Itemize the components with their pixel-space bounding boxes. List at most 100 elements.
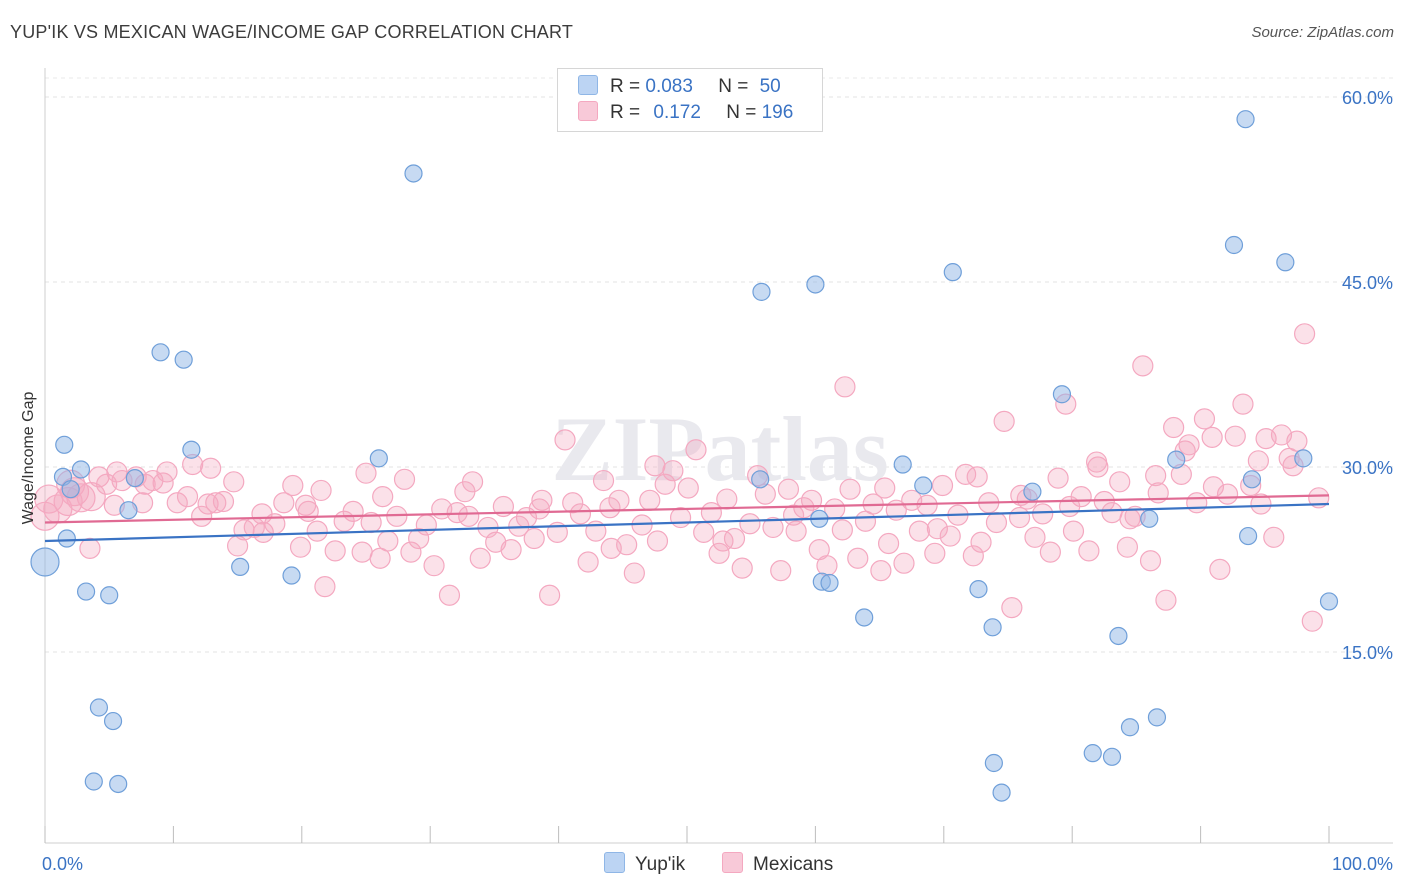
mexicans-point-71 [623,562,645,584]
mexicans-point-54 [492,495,514,518]
mexicans-point-33 [324,540,346,562]
mexicans-points [30,323,1330,632]
mexicans-point-176 [1059,495,1081,518]
mexicans-point-115 [962,545,984,567]
mexicans-point-63 [562,492,584,514]
yupik-trend-line [44,502,1330,543]
mexicans-point-25 [252,521,274,543]
mexicans-point-123 [1024,526,1046,548]
yupik-point-41 [1140,509,1159,528]
mexicans-point-45 [423,555,445,577]
mexicans-point-16 [176,486,199,508]
y-tick-label-60: 60.0% [1342,88,1393,108]
mexicans-point-112 [939,525,961,547]
mexicans-point-51 [469,547,491,569]
mexicans-point-173 [926,518,948,540]
axes [44,68,1393,844]
bottom-legend-swatch-yupik [604,852,625,873]
yupik-point-13 [125,469,144,488]
yupik-point-42 [1147,708,1167,727]
mexicans-point-157 [1286,430,1308,452]
y-tick-label-45: 45.0% [1342,273,1393,293]
yupik-point-28 [893,455,912,474]
yupik-point-17 [231,557,250,577]
mexicans-point-141 [1163,416,1185,439]
mexicans-point-80 [693,521,715,543]
mexicans-point-125 [1039,541,1061,563]
mexicans-point-22 [223,471,245,493]
mexicans-point-130 [1078,540,1100,562]
mexicans-point-64 [569,503,592,525]
bottom-legend-label-mexicans: Mexicans [753,854,834,875]
mexicans-point-104 [877,532,900,555]
yupik-point-19 [369,449,388,468]
yupik-point-20 [404,164,423,183]
mexicans-point-160 [79,537,101,560]
mexicans-point-164 [355,462,377,484]
yupik-point-44 [1224,235,1244,255]
yupik-point-0 [30,547,60,577]
yupik-point-29 [914,476,933,495]
mexicans-point-65 [577,551,599,573]
mexicans-point-75 [654,473,676,495]
mexicans-point-18 [191,505,213,527]
yupik-point-35 [1023,482,1042,501]
tick-labels: 15.0% 30.0% 45.0% 60.0% 0.0% 100.0% [42,88,1393,874]
mexicans-point-144 [1186,492,1208,514]
mexicans-point-181 [1202,476,1225,498]
mexicans-point-86 [739,513,761,535]
yupik-point-10 [103,711,123,731]
legend-swatch-yupik [578,75,598,95]
mexicans-point-167 [599,497,621,519]
y-tick-label-30: 30.0% [1342,458,1393,478]
yupik-point-31 [969,579,988,599]
yupik-point-11 [109,774,128,794]
mexicans-point-50 [461,471,484,493]
mexicans-point-111 [931,474,954,497]
mexicans-point-106 [893,552,915,574]
mexicans-point-149 [1224,425,1246,447]
yupik-point-12 [119,501,138,520]
legend-n-value-yupik: 50 [759,76,781,97]
mexicans-point-31 [306,520,328,542]
mexicans-point-91 [777,478,800,500]
yupik-point-48 [1276,253,1295,272]
mexicans-point-85 [731,557,753,579]
yupik-point-50 [1319,592,1339,611]
mexicans-point-154 [1263,526,1285,548]
mexicans-point-44 [415,514,437,536]
mexicans-point-40 [386,505,408,527]
legend-n-label: N = [726,102,762,123]
yupik-point-32 [983,618,1002,637]
x-tick-label-100: 100.0% [1332,854,1393,874]
bottom-legend-label-yupik: Yup'ik [635,854,686,875]
mexicans-point-166 [528,498,550,520]
yupik-point-22 [752,282,771,301]
trend-lines [44,494,1330,543]
mexicans-point-108 [908,520,931,542]
yupik-point-7 [84,772,103,791]
mexicans-trend-line [44,494,1330,524]
mexicans-point-145 [1193,408,1216,430]
mexicans-point-73 [639,489,661,511]
mexicans-point-124 [1032,503,1054,525]
yupik-point-30 [943,263,962,282]
mexicans-point-189 [251,503,273,525]
yupik-point-39 [1109,626,1128,646]
x-tick-label-0: 0.0% [42,854,83,874]
mexicans-point-19 [200,457,222,479]
mexicans-point-179 [1145,465,1167,487]
mexicans-point-135 [1116,536,1139,558]
yupik-point-37 [1083,744,1102,763]
yupik-point-45 [1236,110,1255,129]
mexicans-point-99 [839,478,861,500]
mexicans-point-28 [282,474,304,497]
mexicans-point-158 [1294,323,1316,345]
mexicans-point-171 [834,376,856,398]
mexicans-point-27 [273,492,295,514]
mexicans-point-92 [785,520,807,542]
legend-n-value-mexicans: 196 [761,102,794,123]
mexicans-point-168 [644,455,666,477]
mexicans-point-182 [1250,493,1272,515]
yupik-point-18 [282,566,301,585]
